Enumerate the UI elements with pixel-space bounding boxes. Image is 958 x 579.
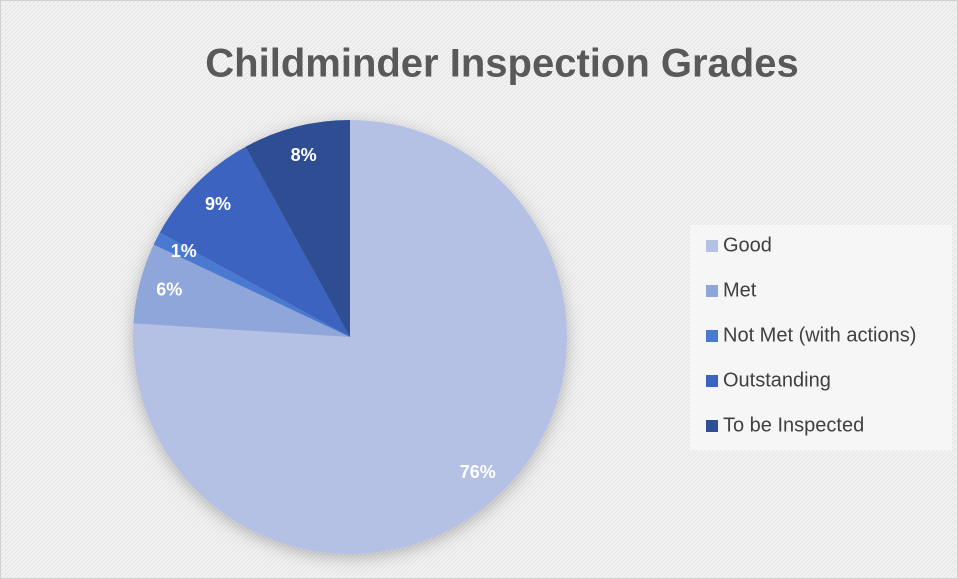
legend-swatch bbox=[706, 420, 718, 432]
data-label: 9% bbox=[205, 194, 231, 214]
pie-slice bbox=[133, 244, 350, 337]
pie-slice bbox=[133, 120, 568, 555]
legend-swatch bbox=[706, 285, 718, 297]
data-label: 6% bbox=[156, 279, 182, 299]
legend-swatch bbox=[706, 240, 718, 252]
legend-label: Met bbox=[723, 279, 757, 301]
pie bbox=[133, 120, 568, 555]
legend-swatch bbox=[706, 330, 718, 342]
pie-slice bbox=[159, 146, 350, 337]
legend-label: Good bbox=[723, 234, 772, 256]
pie-slice bbox=[245, 120, 350, 337]
data-label: 1% bbox=[171, 241, 197, 261]
chart-title: Childminder Inspection Grades bbox=[205, 42, 798, 86]
pie-slice bbox=[153, 232, 350, 337]
legend-label: Not Met (with actions) bbox=[723, 324, 916, 346]
legend-swatch bbox=[706, 375, 718, 387]
data-label: 76% bbox=[460, 462, 496, 482]
legend-label: Outstanding bbox=[723, 369, 831, 391]
data-label: 8% bbox=[291, 145, 317, 165]
legend-box bbox=[690, 225, 952, 450]
legend-label: To be Inspected bbox=[723, 414, 864, 436]
